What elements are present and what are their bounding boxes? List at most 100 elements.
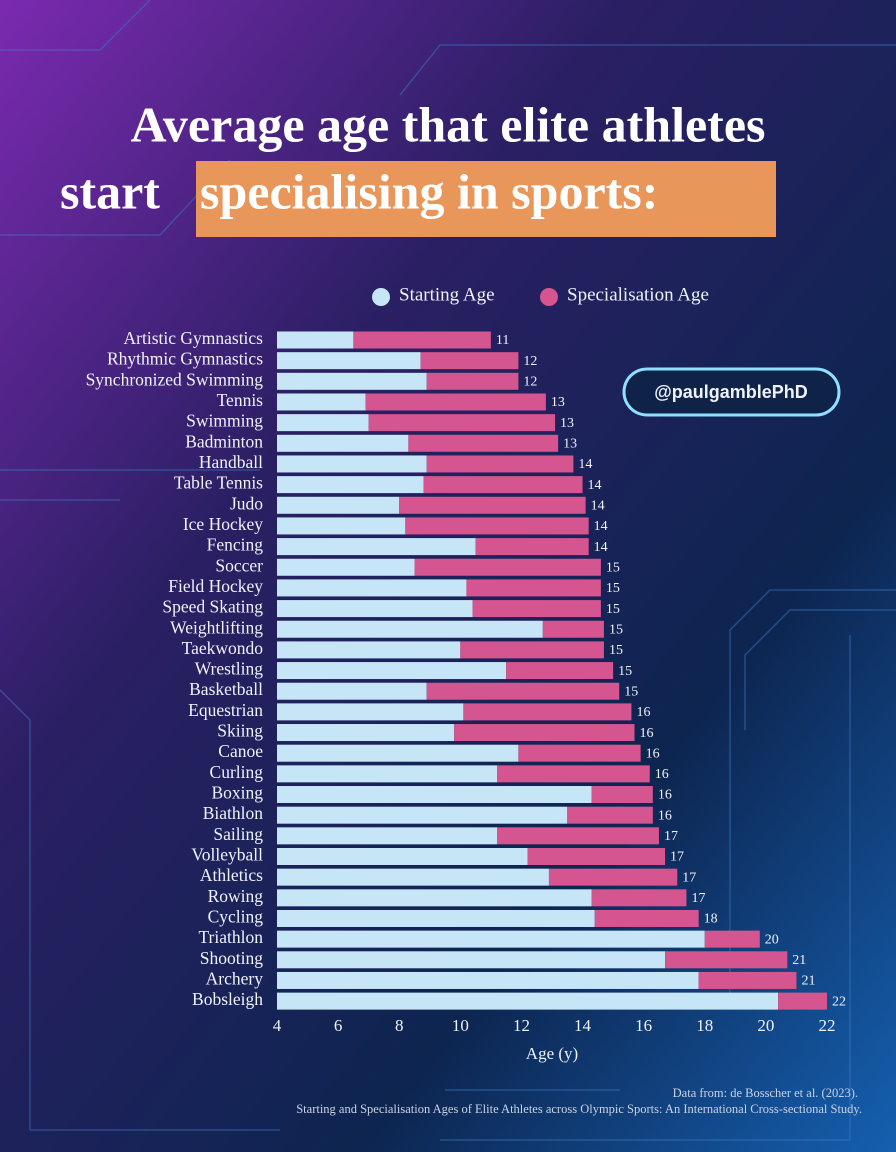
y-tick-label: Volleyball — [191, 845, 263, 865]
value-label: 16 — [640, 726, 654, 741]
bar-specialisation — [399, 496, 586, 514]
bar-start — [277, 455, 427, 473]
legend-label: Starting Age — [399, 284, 495, 305]
bar-specialisation — [506, 662, 614, 680]
bar-specialisation — [426, 455, 574, 473]
bar-specialisation — [405, 517, 589, 535]
y-tick-label: Athletics — [200, 865, 263, 885]
bar-start — [277, 909, 595, 927]
x-tick-label: 12 — [513, 1016, 530, 1035]
y-tick-label: Equestrian — [188, 700, 263, 720]
y-tick-label: Artistic Gymnastics — [124, 328, 264, 348]
bar-start — [277, 848, 528, 865]
bar-specialisation — [460, 641, 604, 659]
bar-specialisation — [591, 786, 653, 804]
value-label: 17 — [682, 870, 696, 885]
value-label: 15 — [609, 622, 623, 637]
value-label: 15 — [606, 602, 620, 617]
y-tick-label: Archery — [206, 968, 264, 988]
bar-start — [277, 682, 427, 700]
y-tick-label: Shooting — [200, 948, 263, 968]
bar-specialisation — [497, 765, 650, 783]
bar-start — [277, 476, 424, 494]
legend-swatch — [372, 288, 390, 306]
bar-specialisation — [698, 971, 797, 989]
bar-specialisation — [594, 909, 699, 927]
value-label: 15 — [618, 664, 632, 679]
bar-start — [277, 889, 592, 907]
y-tick-label: Soccer — [215, 555, 263, 575]
value-label: 12 — [523, 375, 537, 390]
bar-specialisation — [463, 703, 632, 721]
bar-start — [277, 517, 406, 535]
y-tick-label: Basketball — [189, 679, 263, 699]
y-tick-label: Wrestling — [195, 659, 264, 679]
x-axis-label: Age (y) — [526, 1044, 578, 1063]
y-tick-label: Sailing — [213, 824, 263, 844]
value-label: 15 — [609, 643, 623, 658]
handle: @paulgamblePhD — [654, 382, 808, 402]
bar-start — [277, 434, 409, 452]
value-label: 17 — [691, 891, 705, 906]
bar-start — [277, 724, 455, 742]
bar-specialisation — [591, 889, 687, 907]
title-highlight — [196, 161, 776, 237]
y-tick-label: Cycling — [208, 906, 264, 926]
value-label: 13 — [551, 395, 565, 410]
value-label: 15 — [606, 560, 620, 575]
legend-swatch — [540, 288, 558, 306]
chart-title: Average age that elite athletes — [131, 96, 766, 152]
y-tick-label: Badminton — [185, 431, 263, 451]
bar-specialisation — [408, 434, 559, 452]
bar-specialisation — [472, 600, 601, 618]
bar-specialisation — [778, 992, 827, 1010]
bar-specialisation — [665, 951, 788, 969]
y-tick-label: Field Hockey — [168, 576, 263, 596]
bar-start — [277, 703, 464, 721]
y-tick-label: Table Tennis — [174, 473, 263, 493]
bar-specialisation — [497, 827, 659, 845]
value-label: 14 — [588, 478, 602, 493]
y-tick-label: Judo — [230, 493, 263, 513]
bar-specialisation — [548, 868, 678, 886]
value-label: 14 — [594, 540, 608, 555]
bar-start — [277, 352, 421, 370]
bar-specialisation — [454, 724, 635, 742]
y-tick-label: Weightlifting — [170, 617, 263, 637]
x-tick-label: 14 — [574, 1016, 592, 1035]
y-tick-label: Taekwondo — [182, 638, 264, 658]
x-tick-label: 6 — [334, 1016, 343, 1035]
bar-start — [277, 393, 366, 411]
bar-start — [277, 662, 507, 680]
x-tick-label: 16 — [635, 1016, 652, 1035]
value-label: 17 — [670, 850, 684, 865]
y-tick-label: Biathlon — [203, 803, 264, 823]
bar-specialisation — [518, 744, 641, 762]
bar-start — [277, 786, 592, 804]
y-tick-label: Tennis — [217, 390, 264, 410]
bar-start — [277, 331, 354, 349]
value-label: 21 — [792, 953, 806, 968]
bar-start — [277, 372, 427, 390]
bar-start — [277, 765, 497, 783]
bar-start — [277, 930, 705, 948]
y-tick-label: Fencing — [207, 535, 264, 555]
bar-specialisation — [365, 393, 546, 411]
bar-specialisation — [420, 352, 519, 370]
bar-specialisation — [704, 930, 760, 948]
value-label: 16 — [655, 767, 669, 782]
bar-specialisation — [567, 806, 653, 824]
value-label: 16 — [658, 788, 672, 803]
bar-start — [277, 414, 369, 432]
y-tick-label: Speed Skating — [162, 597, 263, 617]
y-tick-label: Triathlon — [198, 927, 263, 947]
x-tick-label: 22 — [819, 1016, 836, 1035]
bar-specialisation — [426, 682, 620, 700]
value-label: 12 — [523, 354, 537, 369]
handle-badge — [622, 367, 841, 417]
bar-start — [277, 992, 779, 1010]
y-tick-label: Curling — [210, 762, 264, 782]
